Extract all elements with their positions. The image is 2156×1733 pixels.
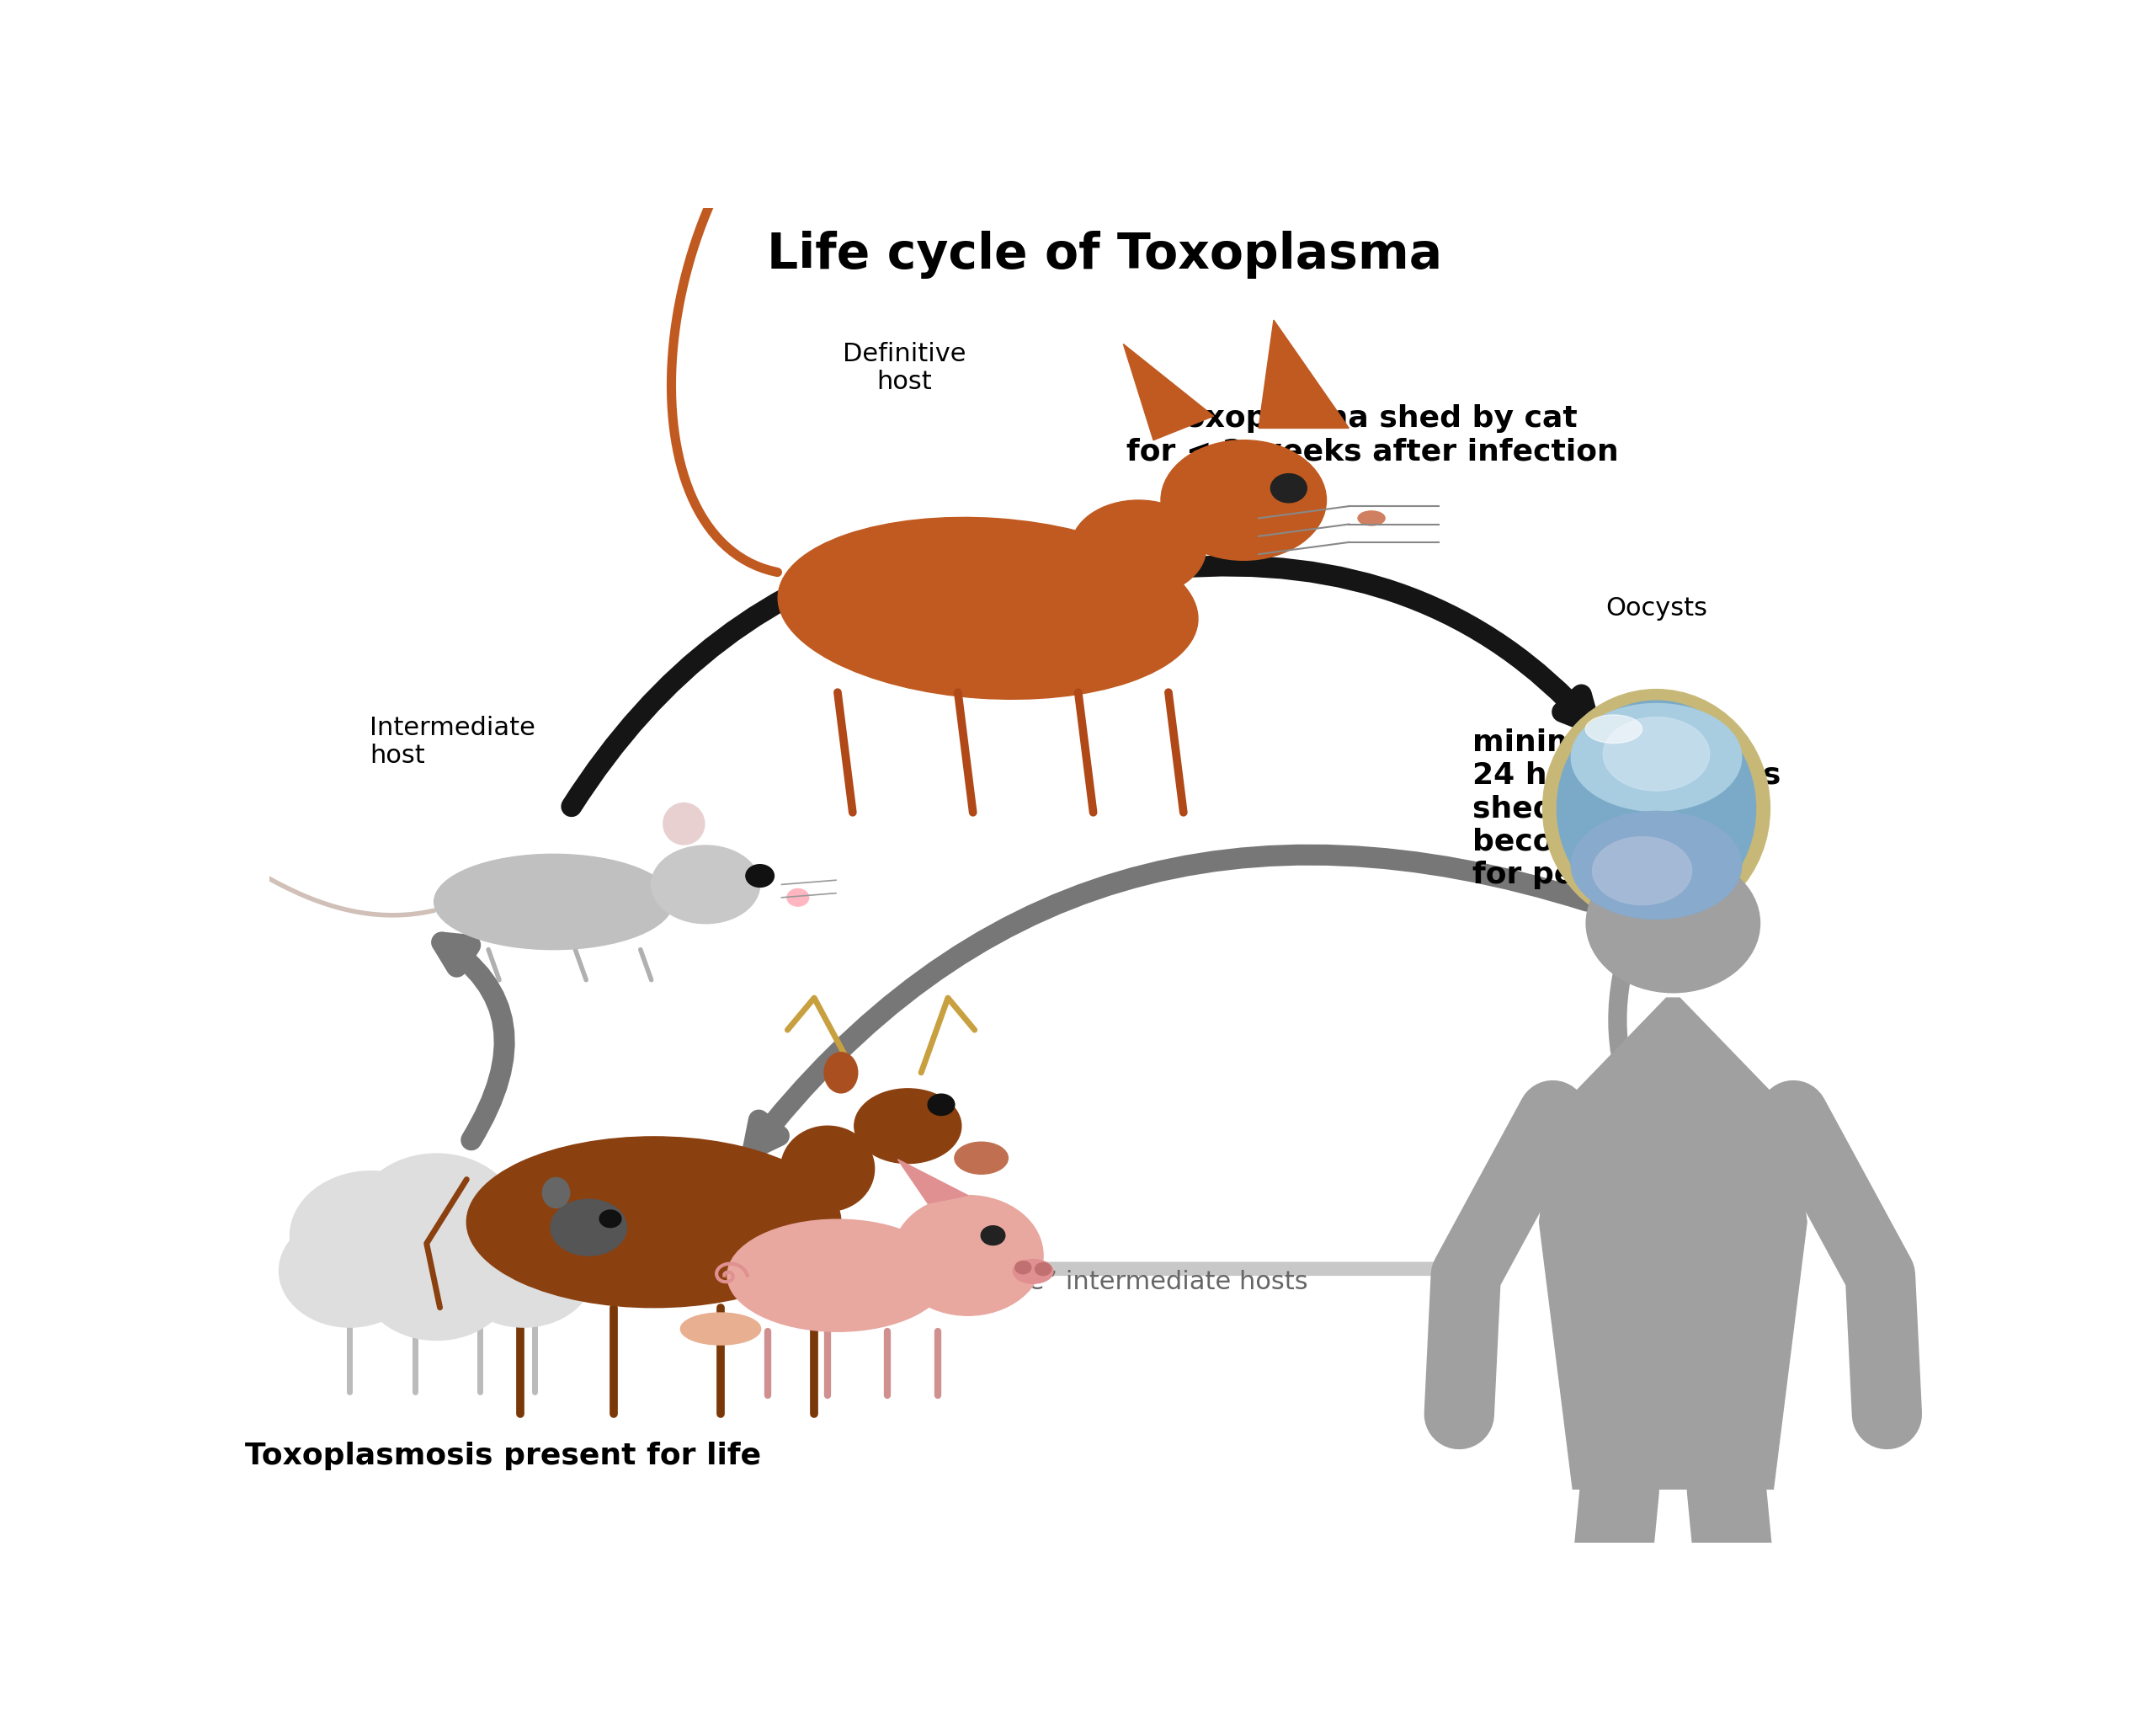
Ellipse shape [1160,440,1326,560]
Circle shape [1035,1263,1052,1275]
Text: Definitive
host: Definitive host [843,341,966,395]
Text: Oocysts: Oocysts [1606,596,1708,620]
FancyArrowPatch shape [752,854,1587,1149]
FancyArrowPatch shape [1613,917,1639,1094]
Text: Intermediate
host: Intermediate host [371,716,535,768]
Ellipse shape [1072,501,1205,596]
Ellipse shape [1358,511,1384,525]
Circle shape [1015,1262,1031,1274]
Polygon shape [1259,321,1350,428]
Ellipse shape [1013,1260,1052,1284]
Ellipse shape [727,1220,949,1331]
Circle shape [453,1215,595,1327]
Circle shape [356,1154,517,1284]
Circle shape [1270,473,1307,503]
Circle shape [1587,854,1759,993]
Ellipse shape [824,1052,858,1094]
Ellipse shape [543,1178,569,1208]
Ellipse shape [1544,690,1770,927]
Text: “End-stage” intermediate hosts: “End-stage” intermediate hosts [901,1270,1309,1295]
Text: Toxoplasmosis present for life: Toxoplasmosis present for life [246,1442,761,1470]
Ellipse shape [1572,704,1742,811]
Text: minimum
24 hrs for oocysts
shed in feces to
become infective
for people: minimum 24 hrs for oocysts shed in feces… [1473,728,1781,889]
Circle shape [425,1175,578,1296]
Text: Toxoplasma shed by cat
for < 2 weeks after infection: Toxoplasma shed by cat for < 2 weeks aft… [1125,404,1619,466]
Circle shape [981,1225,1005,1244]
Polygon shape [1123,345,1214,440]
Circle shape [599,1210,621,1227]
Ellipse shape [550,1199,627,1256]
FancyArrowPatch shape [571,542,912,806]
Ellipse shape [681,1314,761,1345]
Ellipse shape [1585,716,1643,743]
Circle shape [746,865,774,887]
Ellipse shape [854,1088,962,1163]
Text: Life cycle of Toxoplasma: Life cycle of Toxoplasma [768,230,1442,279]
Ellipse shape [780,1126,875,1211]
Circle shape [278,1215,420,1327]
Ellipse shape [955,1142,1009,1173]
Circle shape [927,1094,955,1116]
FancyArrowPatch shape [1175,567,1589,723]
FancyArrowPatch shape [442,943,505,1140]
Polygon shape [897,1159,968,1203]
Ellipse shape [433,854,673,950]
Circle shape [787,889,808,906]
Ellipse shape [778,518,1199,698]
FancyArrowPatch shape [908,1260,1488,1279]
Polygon shape [1539,998,1807,1489]
Circle shape [893,1196,1044,1315]
Ellipse shape [664,802,705,844]
Ellipse shape [1557,700,1755,917]
Ellipse shape [466,1137,841,1307]
Ellipse shape [1572,811,1742,918]
Circle shape [360,1218,513,1340]
Ellipse shape [1604,717,1710,790]
Ellipse shape [651,846,759,924]
Circle shape [289,1172,453,1301]
Ellipse shape [1593,837,1692,905]
